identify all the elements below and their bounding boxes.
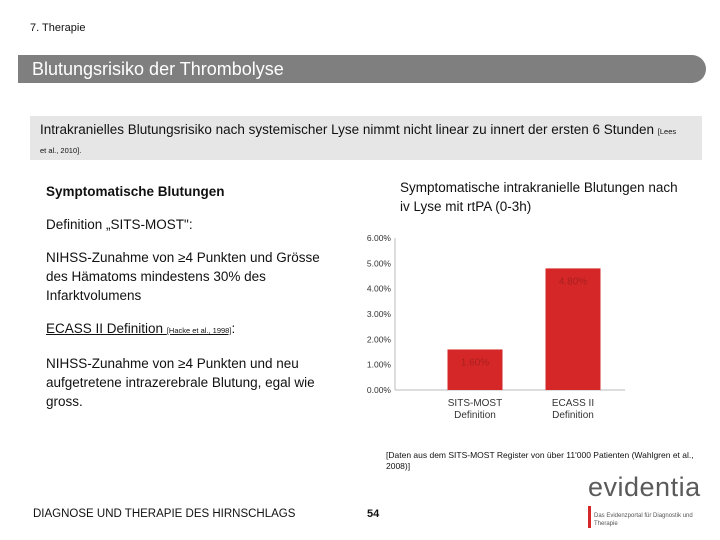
ecass-title-text: ECASS II Definition — [46, 321, 167, 336]
x-category-label: ECASS II — [552, 398, 594, 409]
y-tick-label: 1.00% — [367, 360, 392, 370]
chart-heading: Symptomatische intrakranielle Blutungen … — [400, 180, 678, 214]
x-category-label: Definition — [552, 410, 594, 421]
logo-accent-bar — [588, 506, 591, 528]
definitions-column: Symptomatische Blutungen Definition „SIT… — [46, 182, 336, 425]
bar-data-label: 1.60% — [461, 357, 489, 368]
source-note: [Daten aus dem SITS-MOST Register von üb… — [386, 450, 694, 471]
logo-word: evidentia — [588, 472, 701, 502]
page-number: 54 — [367, 508, 380, 520]
logo-tagline: Das Evidenzportal für Diagnostik und The… — [594, 513, 693, 527]
y-tick-label: 0.00% — [367, 385, 392, 395]
bar — [447, 349, 503, 390]
sits-most-definition-text: NIHSS-Zunahme von ≥4 Punkten und Grösse … — [46, 250, 320, 303]
section-label: 7. Therapie — [30, 22, 86, 34]
ecass-definition-text: NIHSS-Zunahme von ≥4 Punkten und neu auf… — [46, 356, 315, 409]
title-bar: Blutungsrisiko der Thrombolyse — [18, 55, 706, 83]
intro-sentence: Intrakranielles Blutungsrisiko nach syst… — [40, 122, 658, 137]
ecass-reference: [Hacke et al., 1998] — [166, 326, 232, 335]
x-category-label: Definition — [454, 410, 496, 421]
ecass-definition-title: ECASS II Definition [Hacke et al., 1998]… — [46, 319, 336, 340]
slide-title: Blutungsrisiko der Thrombolyse — [32, 59, 284, 79]
x-category-label: SITS-MOST — [448, 398, 502, 409]
evidentia-logo: evidentia Das Evidenzportal für Diagnost… — [588, 472, 708, 534]
intro-text: Intrakranielles Blutungsrisiko nach syst… — [40, 121, 678, 159]
y-tick-label: 2.00% — [367, 334, 392, 344]
intro-box: Intrakranielles Blutungsrisiko nach syst… — [30, 116, 702, 160]
bar-chart: 0.00% 1.00% 2.00% 3.00% 4.00% 5.00% 6.00% 1.60%… — [367, 233, 625, 421]
bar-data-label: 4.80% — [559, 276, 587, 287]
ecass-colon: : — [231, 321, 236, 336]
bar — [545, 268, 601, 390]
sits-most-definition-title: Definition „SITS-MOST": — [46, 217, 193, 232]
intro-reference: [Lees et al., 2010]. — [40, 127, 677, 155]
y-tick-label: 6.00% — [367, 233, 392, 243]
y-tick-label: 3.00% — [367, 309, 392, 319]
footer-text: DIAGNOSE UND THERAPIE DES HIRNSCHLAGS — [33, 508, 296, 520]
y-tick-label: 5.00% — [367, 258, 392, 268]
y-tick-label: 4.00% — [367, 284, 392, 294]
definitions-heading: Symptomatische Blutungen — [46, 184, 225, 199]
